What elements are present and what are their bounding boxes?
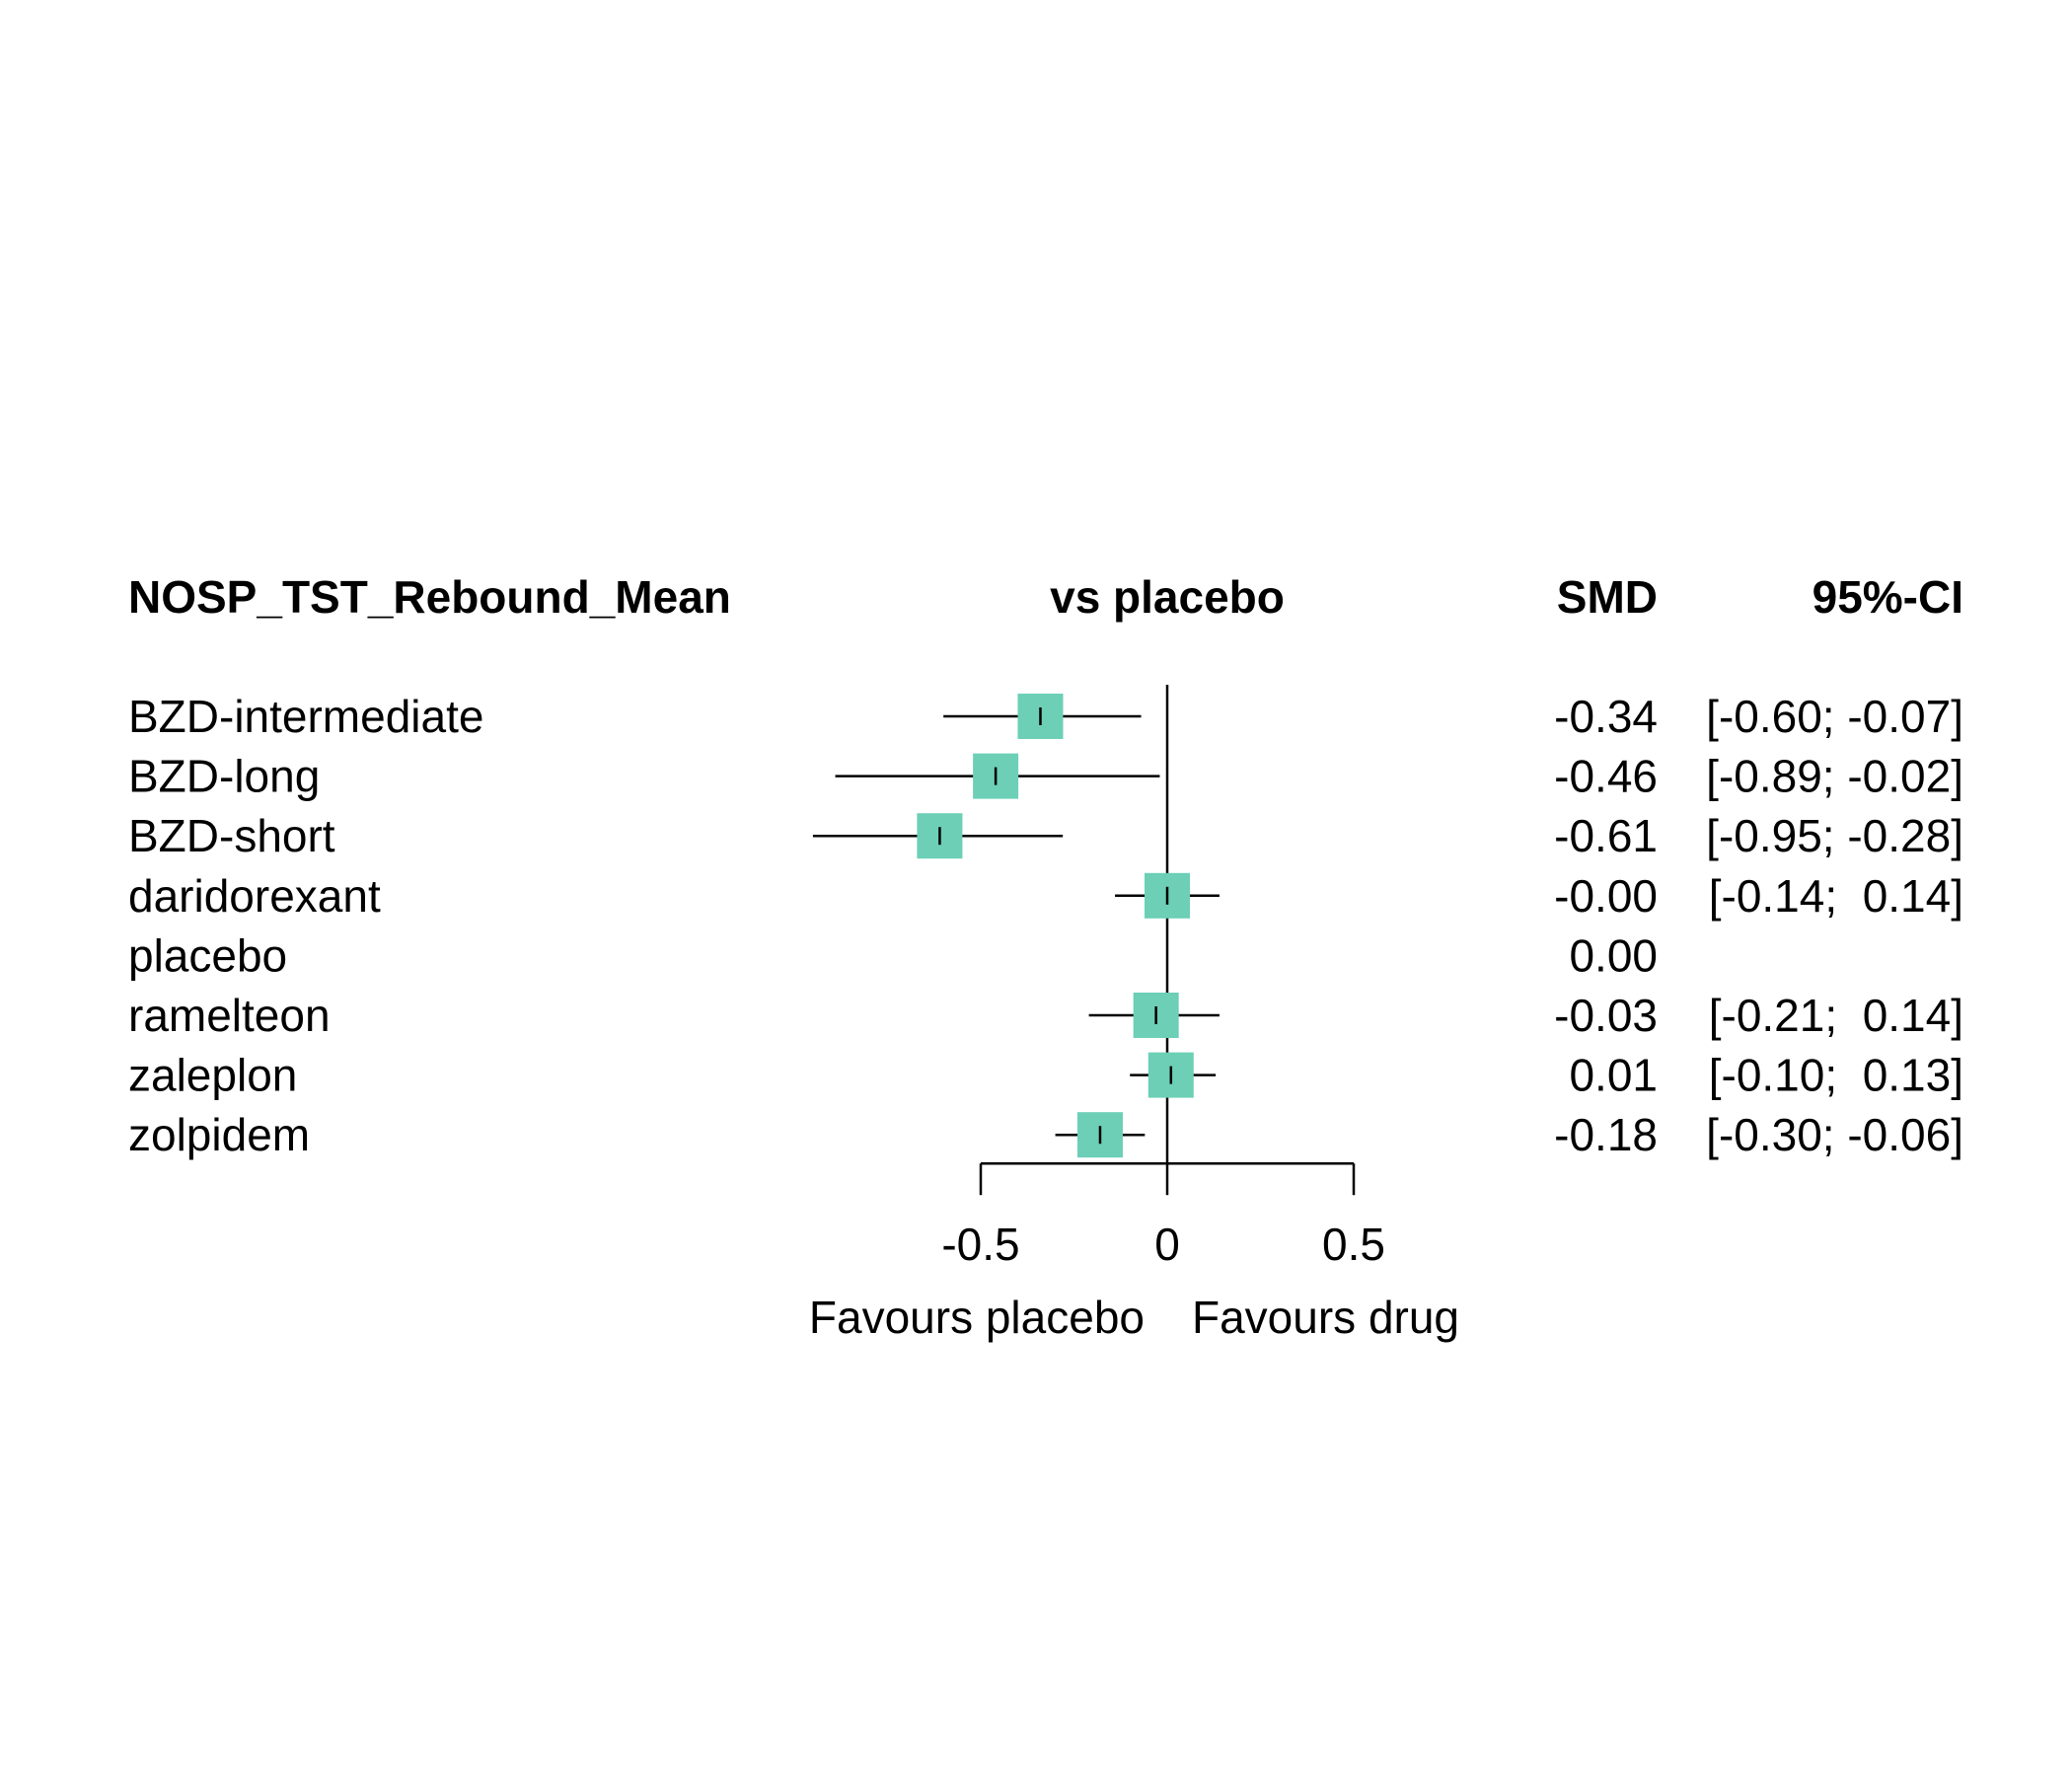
value-columns: -0.34 [-0.60; -0.07] -0.46 [-0.89; -0.02] -0… [1554, 691, 1963, 1160]
smd-value: -0.03 [1554, 990, 1658, 1041]
ci-value: [-0.95; -0.28] [1706, 810, 1963, 861]
treatment-label: zaleplon [128, 1050, 297, 1101]
smd-value: 0.00 [1569, 929, 1658, 981]
smd-value: 0.01 [1569, 1050, 1658, 1101]
ci-value: [-0.89; -0.02] [1706, 751, 1963, 802]
favours-right-label: Favours drug [1192, 1292, 1459, 1343]
ci-value: [-0.30; -0.06] [1706, 1109, 1963, 1160]
treatment-label: BZD-short [128, 810, 335, 861]
ci-header: 95%-CI [1813, 571, 1963, 623]
smd-value: -0.18 [1554, 1109, 1658, 1160]
ci-value: [-0.10; 0.13] [1709, 1050, 1963, 1101]
ci-value: [-0.14; 0.14] [1709, 870, 1963, 922]
forest-marks [812, 694, 1220, 1158]
outcome-header: NOSP_TST_Rebound_Mean [128, 571, 731, 623]
comparison-header: vs placebo [1050, 571, 1285, 623]
smd-value: -0.34 [1554, 691, 1658, 742]
treatment-label: daridorexant [128, 870, 381, 922]
favours-left-label: Favours placebo [809, 1292, 1145, 1343]
treatment-label: BZD-long [128, 751, 320, 802]
smd-value: -0.61 [1554, 810, 1658, 861]
x-axis: -0.5 0 0.5 [941, 1161, 1385, 1270]
column-headers: NOSP_TST_Rebound_Mean vs placebo SMD 95%… [128, 571, 1963, 623]
treatment-label: BZD-intermediate [128, 691, 483, 742]
treatment-label: zolpidem [128, 1109, 310, 1160]
ci-value: [-0.21; 0.14] [1709, 990, 1963, 1041]
x-tick-label: 0.5 [1322, 1219, 1385, 1270]
favours-labels: Favours placebo Favours drug [809, 1292, 1459, 1343]
x-tick-label: -0.5 [941, 1219, 1019, 1270]
smd-header: SMD [1557, 571, 1658, 623]
treatment-label: ramelteon [128, 990, 331, 1041]
treatment-label: placebo [128, 929, 287, 981]
smd-value: -0.46 [1554, 751, 1658, 802]
smd-value: -0.00 [1554, 870, 1658, 922]
treatment-labels: BZD-intermediate BZD-long BZD-short daridor… [128, 691, 483, 1160]
ci-value: [-0.60; -0.07] [1706, 691, 1963, 742]
x-tick-label: 0 [1154, 1219, 1180, 1270]
